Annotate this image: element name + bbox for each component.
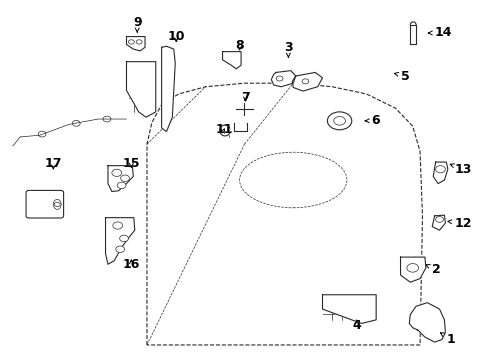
Polygon shape	[105, 218, 135, 264]
Text: 4: 4	[351, 319, 360, 332]
Text: 11: 11	[215, 123, 232, 136]
Circle shape	[435, 166, 445, 173]
Text: 6: 6	[365, 114, 379, 127]
Text: 16: 16	[122, 258, 140, 271]
Polygon shape	[292, 72, 322, 91]
Text: 5: 5	[394, 69, 408, 82]
Text: 10: 10	[167, 30, 184, 43]
Circle shape	[116, 246, 124, 252]
FancyBboxPatch shape	[26, 190, 63, 218]
Circle shape	[327, 112, 351, 130]
Text: 17: 17	[44, 157, 62, 170]
Text: 7: 7	[241, 91, 249, 104]
Circle shape	[435, 217, 443, 222]
Text: 12: 12	[447, 216, 471, 230]
Text: 1: 1	[440, 333, 455, 346]
Polygon shape	[322, 295, 375, 323]
Text: 15: 15	[122, 157, 140, 170]
Polygon shape	[431, 215, 445, 230]
Text: 14: 14	[427, 27, 451, 40]
Text: 9: 9	[133, 16, 141, 32]
Text: 3: 3	[284, 41, 292, 57]
Polygon shape	[126, 37, 145, 51]
Text: 2: 2	[425, 263, 440, 276]
Ellipse shape	[53, 199, 61, 210]
Circle shape	[113, 222, 122, 229]
Polygon shape	[409, 25, 415, 44]
Polygon shape	[108, 166, 133, 192]
Polygon shape	[432, 162, 447, 184]
Circle shape	[112, 169, 122, 176]
Text: 13: 13	[449, 163, 470, 176]
Polygon shape	[408, 303, 445, 342]
Polygon shape	[161, 46, 175, 132]
Text: 8: 8	[235, 39, 244, 52]
Polygon shape	[126, 62, 156, 117]
Circle shape	[121, 175, 129, 181]
Polygon shape	[400, 257, 425, 282]
Circle shape	[117, 182, 126, 189]
Polygon shape	[271, 71, 295, 87]
Circle shape	[120, 235, 128, 242]
Polygon shape	[222, 51, 241, 69]
